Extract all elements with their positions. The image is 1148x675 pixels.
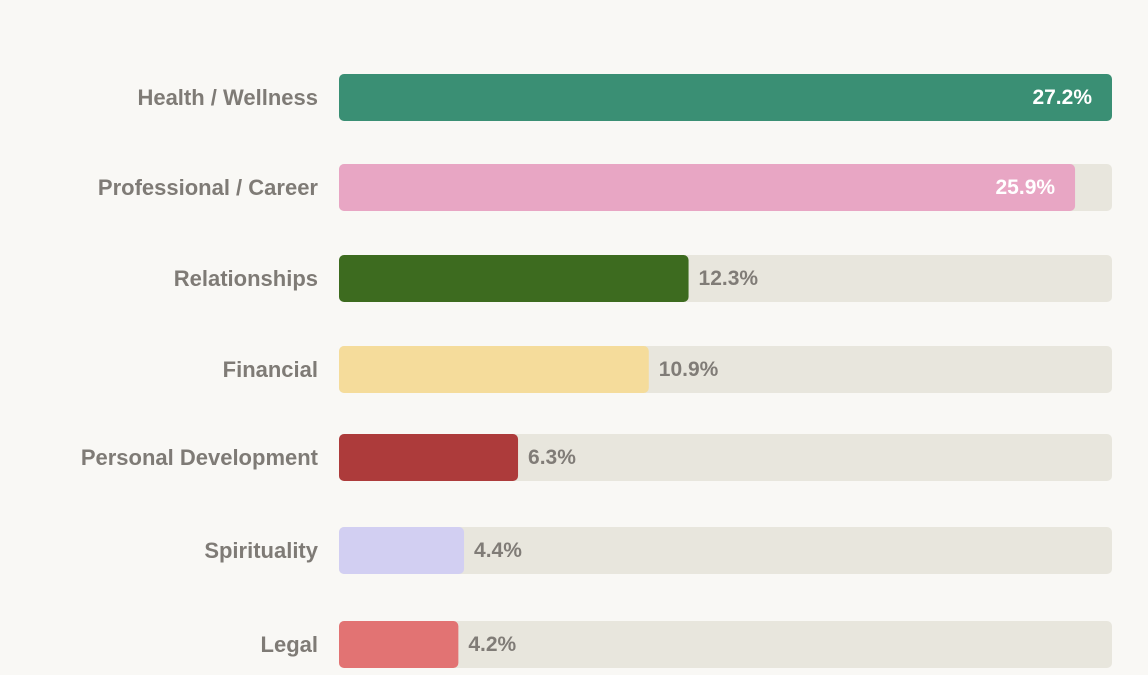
bar-row-professional-career: Professional / Career 25.9%: [98, 164, 1112, 211]
bars-layer: Health / Wellness 27.2% Professional / Car…: [81, 74, 1112, 668]
bar-row-financial: Financial 10.9%: [223, 346, 1112, 393]
bar-financial: [339, 346, 649, 393]
bar-row-relationships: Relationships 12.3%: [174, 255, 1112, 302]
value-label-financial: 10.9%: [659, 358, 719, 381]
value-label-legal: 4.2%: [468, 633, 516, 656]
bar-spirituality: [339, 527, 465, 574]
category-label-financial: Financial: [223, 357, 318, 382]
bar-track-personal-development: [339, 434, 1112, 481]
value-label-health-wellness: 27.2%: [1032, 86, 1092, 109]
value-label-relationships: 12.3%: [699, 267, 759, 290]
category-label-professional-career: Professional / Career: [98, 175, 319, 200]
bar-relationships: [339, 255, 689, 302]
bar-track-spirituality: [339, 527, 1112, 574]
category-label-personal-development: Personal Development: [81, 445, 319, 470]
value-label-spirituality: 4.4%: [474, 539, 522, 562]
bar-professional-career: [339, 164, 1076, 211]
bar-legal: [339, 621, 459, 668]
bar-track-legal: [339, 621, 1112, 668]
bar-row-spirituality: Spirituality 4.4%: [204, 527, 1112, 574]
bar-health-wellness: [339, 74, 1112, 121]
bar-row-personal-development: Personal Development 6.3%: [81, 434, 1112, 481]
category-label-legal: Legal: [261, 632, 318, 657]
category-label-health-wellness: Health / Wellness: [137, 85, 318, 110]
bar-row-health-wellness: Health / Wellness 27.2%: [137, 74, 1112, 121]
category-label-spirituality: Spirituality: [204, 538, 318, 563]
category-label-relationships: Relationships: [174, 266, 318, 291]
value-label-personal-development: 6.3%: [528, 446, 576, 469]
bar-row-legal: Legal 4.2%: [261, 621, 1112, 668]
value-label-professional-career: 25.9%: [996, 176, 1056, 199]
bar-personal-development: [339, 434, 519, 481]
